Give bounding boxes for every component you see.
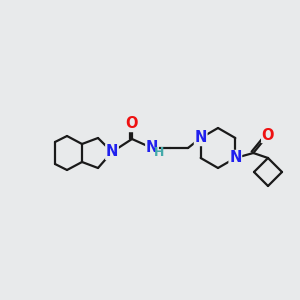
- Text: N: N: [229, 151, 242, 166]
- Text: O: O: [126, 116, 138, 131]
- Text: N: N: [106, 145, 118, 160]
- Text: O: O: [262, 128, 274, 142]
- Text: H: H: [154, 146, 164, 160]
- Text: N: N: [146, 140, 158, 155]
- Text: N: N: [194, 130, 207, 146]
